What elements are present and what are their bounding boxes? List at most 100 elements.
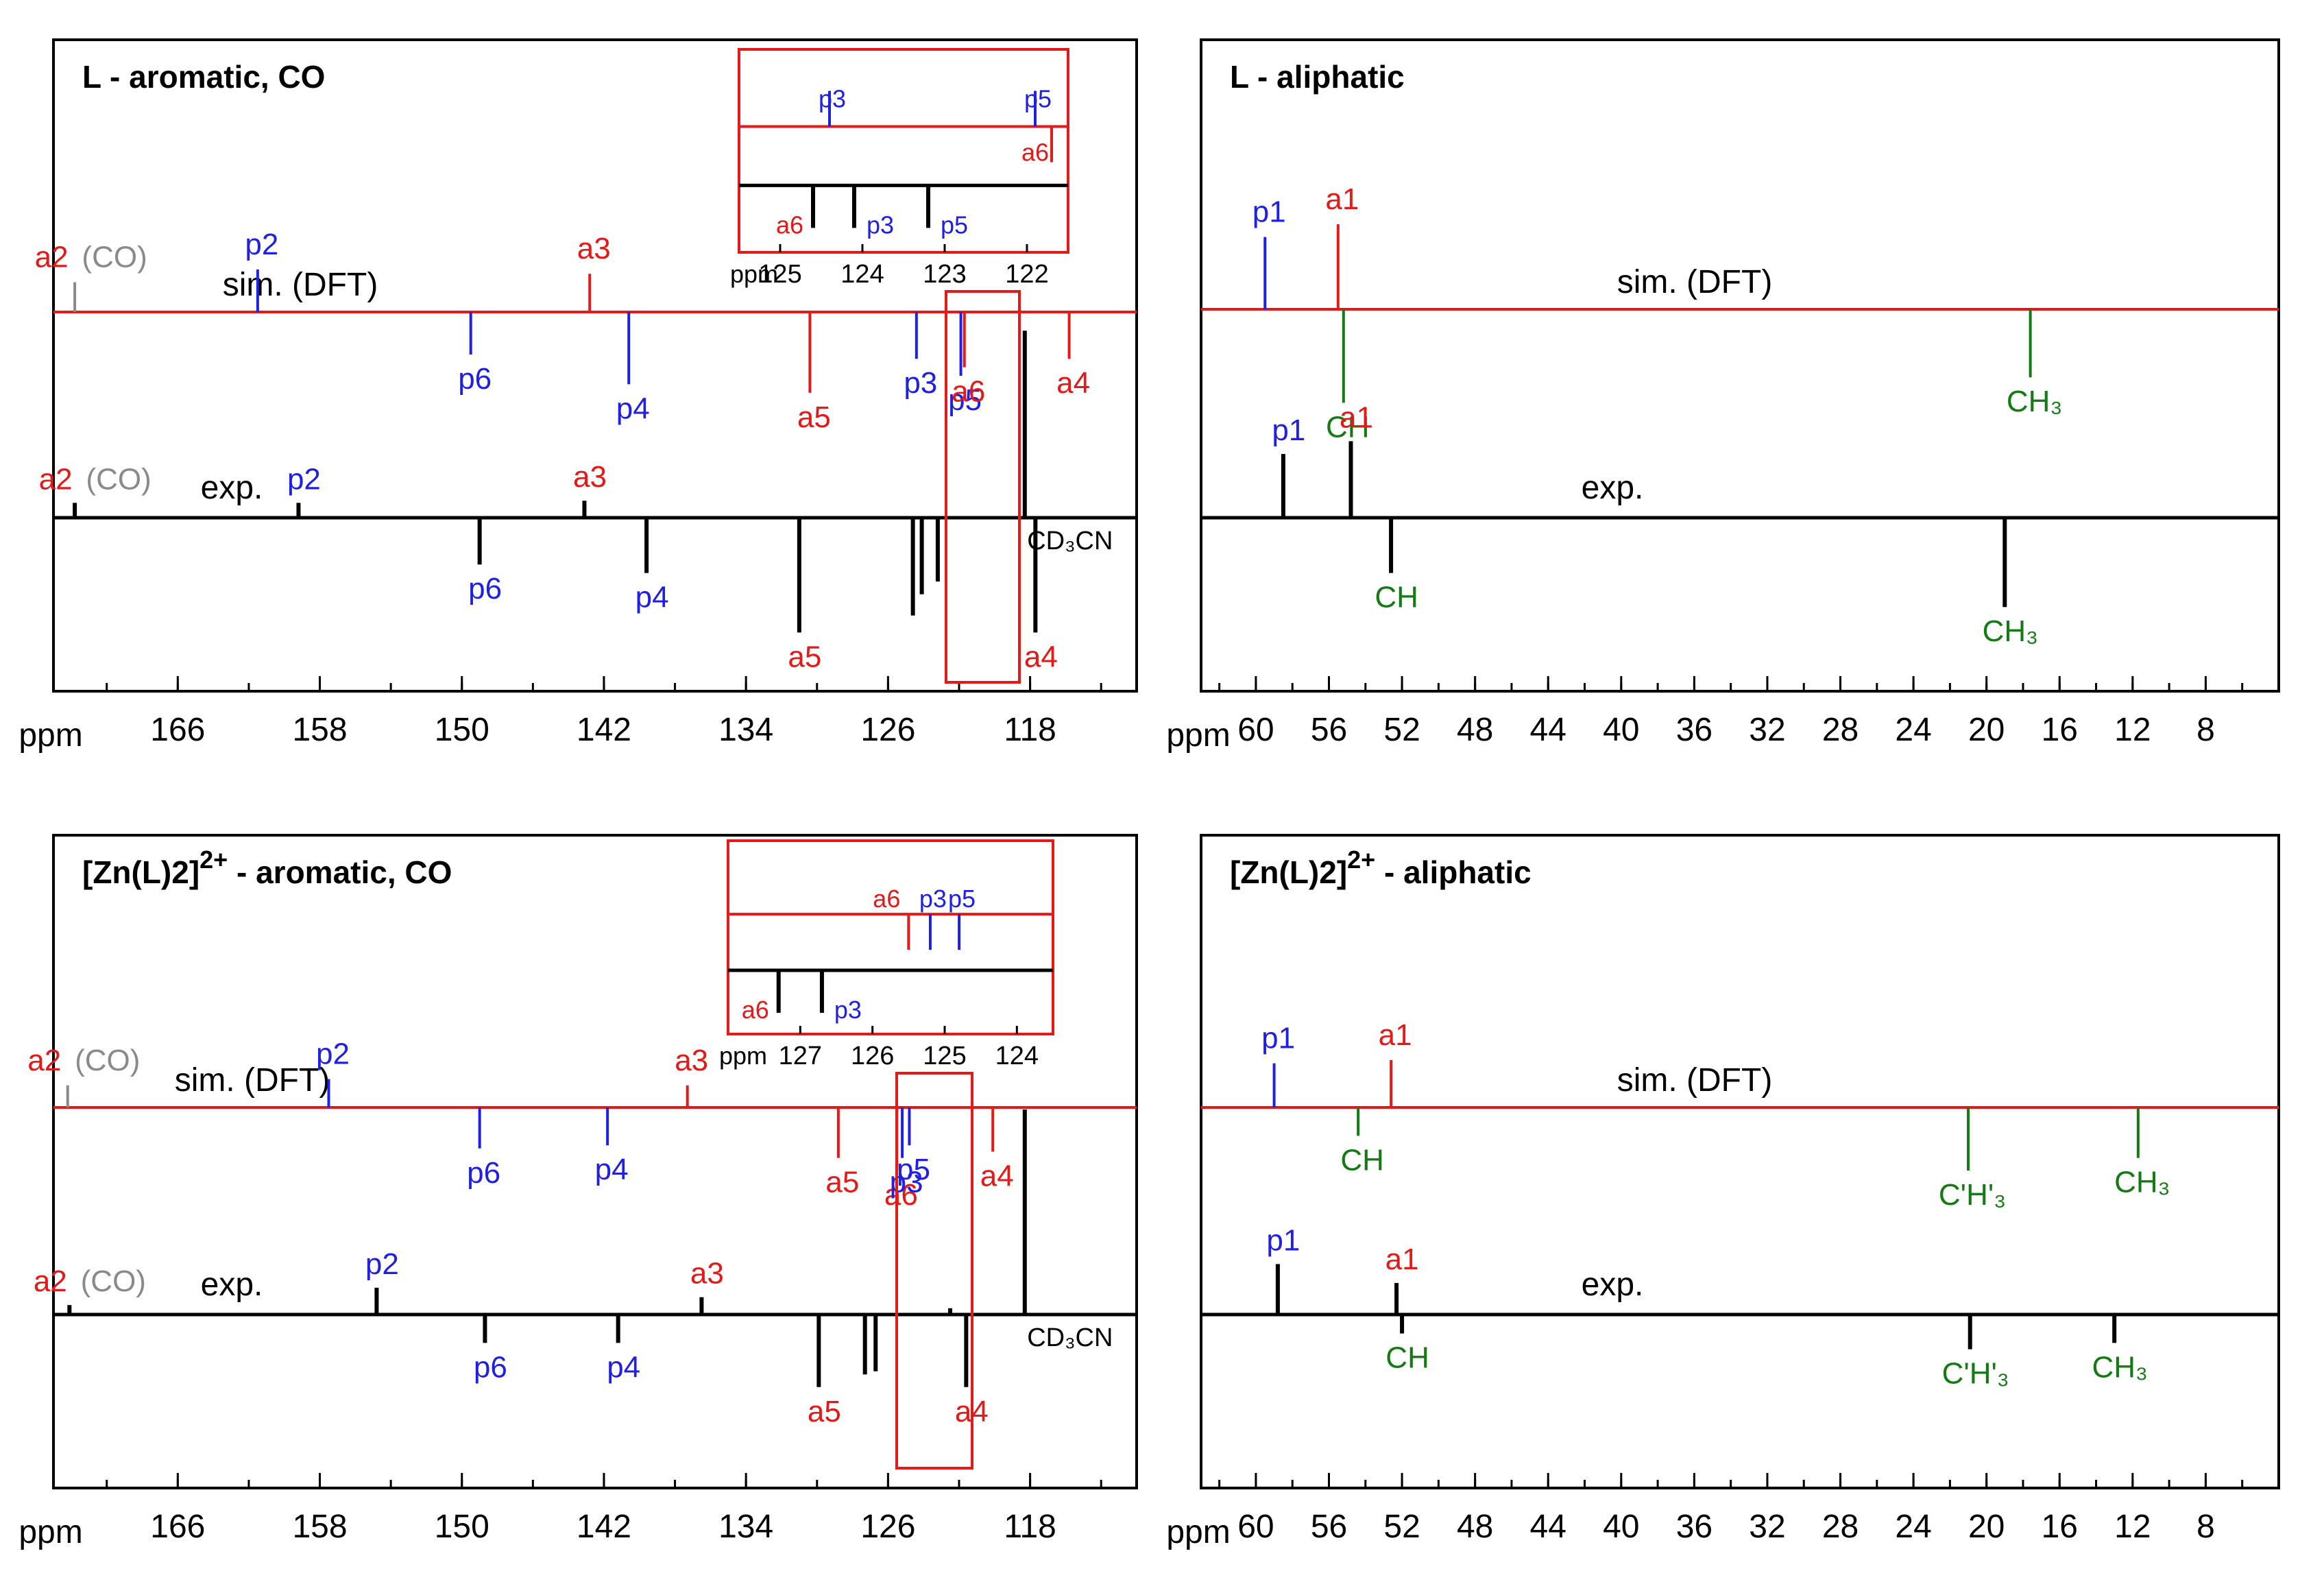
exp-peak-label: p4 — [636, 581, 669, 614]
sim-line-label: CH₃ — [2007, 385, 2062, 418]
sim-line-label: a6 — [952, 375, 985, 409]
exp-label: exp. — [1582, 470, 1644, 506]
title-superscript: 2+ — [199, 846, 228, 874]
sim-line-label: a1 — [1325, 182, 1359, 216]
tick-label: 36 — [1676, 1509, 1712, 1545]
sim-line-label: a6 — [884, 1178, 918, 1212]
tick-label: 52 — [1383, 712, 1420, 748]
inset-sim-label: p3 — [819, 84, 846, 112]
sim-line-label: p3 — [904, 366, 937, 400]
tick-label: 150 — [435, 712, 489, 748]
tick-label: 56 — [1311, 712, 1347, 748]
sim-line-label: p4 — [616, 392, 650, 425]
plot-frame — [52, 38, 1138, 693]
sim-line-label: C'H'₃ — [1939, 1178, 2006, 1212]
exp-peak-label: CH₃ — [2092, 1350, 2147, 1384]
inset-tick-label: 125 — [758, 260, 801, 289]
inset-sim-label: a6 — [1021, 138, 1049, 166]
tick-label: 60 — [1237, 1509, 1274, 1545]
panel-L-ali: L - aliphatic 60 56 52 48 44 40 36 32 28 24 20 16 12 8… — [1166, 38, 2280, 754]
tick-label: 52 — [1383, 1509, 1420, 1545]
exp-peak-label: p1 — [1272, 413, 1305, 447]
inset-exp-label: a6 — [776, 211, 803, 239]
sim-line-label: p5 — [897, 1153, 930, 1186]
tick-label: 150 — [435, 1509, 489, 1545]
exp-peak-suffix: (CO) — [86, 462, 151, 496]
sim-line-suffix: (CO) — [75, 1044, 140, 1077]
solvent-label: CD₃CN — [1027, 1323, 1113, 1352]
tick-label: 8 — [2196, 712, 2215, 748]
plot-frame — [1200, 834, 2280, 1489]
sim-line-label: p6 — [467, 1156, 500, 1190]
axis-label-ppm: ppm — [19, 717, 82, 754]
exp-peak-label: p4 — [607, 1350, 640, 1384]
sim-line-label: a3 — [675, 1044, 708, 1077]
sim-label: sim. (DFT) — [1617, 264, 1773, 300]
inset-tick-label: 126 — [851, 1042, 894, 1070]
tick-label: 126 — [860, 712, 915, 748]
tick-label: 20 — [1968, 1509, 2005, 1545]
tick-label: 60 — [1237, 712, 1274, 748]
tick-label: 24 — [1895, 712, 1931, 748]
tick-label: 40 — [1603, 1509, 1639, 1545]
title-superscript: 2+ — [1347, 846, 1375, 874]
plot-frame — [1200, 38, 2280, 693]
inset-sim-label: p5 — [948, 885, 976, 913]
tick-label: 126 — [860, 1509, 915, 1545]
axis-label-ppm: ppm — [1166, 1514, 1230, 1550]
inset-sim-label: a6 — [873, 885, 900, 913]
sim-line-label: p1 — [1261, 1022, 1295, 1055]
tick-label: 16 — [2042, 712, 2078, 748]
solvent-label: CD₃CN — [1027, 527, 1113, 555]
zoom-region-box — [945, 290, 1021, 684]
axis-label-ppm: ppm — [1166, 717, 1230, 754]
exp-label: exp. — [1582, 1267, 1644, 1303]
inset-exp-label: a6 — [742, 996, 769, 1024]
exp-peak-label: a4 — [1024, 640, 1058, 673]
panel-title: [Zn(L)2]2+ - aliphatic — [1230, 846, 1532, 890]
sim-line-label: p2 — [316, 1038, 350, 1071]
inset-tick-label: 122 — [1005, 260, 1048, 289]
tick-label: 44 — [1530, 1509, 1566, 1545]
exp-peak-label: CH₃ — [1983, 614, 2038, 648]
tick-label: 166 — [150, 712, 205, 748]
exp-peak-label: a3 — [573, 460, 607, 494]
tick-label: 134 — [718, 1509, 773, 1545]
exp-peak-label: p1 — [1266, 1223, 1300, 1257]
inset-tick-label: 125 — [923, 1042, 966, 1070]
sim-line-label: p5 — [948, 383, 982, 417]
tick-label: 56 — [1311, 1509, 1347, 1545]
tick-label: 8 — [2196, 1509, 2215, 1545]
tick-label: 28 — [1822, 712, 1859, 748]
sim-line-label: p2 — [245, 228, 278, 261]
tick-label: 158 — [292, 1509, 347, 1545]
exp-peak-label: p6 — [468, 572, 502, 605]
tick-label: 44 — [1530, 712, 1566, 748]
sim-line-label: a2 — [35, 241, 69, 274]
exp-peak-label: p6 — [474, 1350, 507, 1384]
axis-label-ppm: ppm — [19, 1514, 82, 1550]
inset-tick-label: 123 — [923, 260, 966, 289]
inset-frame — [727, 839, 1054, 1035]
title-rest: - aliphatic — [1375, 854, 1531, 890]
exp-peak-suffix: (CO) — [81, 1264, 146, 1298]
sim-line-label: a3 — [577, 232, 611, 265]
exp-peak-label: a3 — [690, 1257, 724, 1291]
inset-axis-label: ppm — [719, 1042, 767, 1070]
sim-line-label: a2 — [27, 1044, 61, 1077]
tick-label: 32 — [1749, 1509, 1785, 1545]
inset-exp-label: p3 — [867, 211, 894, 239]
panel-title: L - aromatic, CO — [82, 59, 325, 95]
exp-peak-label: p2 — [287, 462, 321, 496]
tick-label: 118 — [1004, 1509, 1056, 1545]
sim-label: sim. (DFT) — [175, 1062, 330, 1099]
sim-line-label: a4 — [1056, 366, 1090, 400]
sim-line-label: CH — [1326, 410, 1370, 444]
panel-L-aro: L - aromatic, CO 166 158 150 142 134 126 118 ppm… — [19, 38, 1138, 754]
tick-label: 48 — [1457, 712, 1493, 748]
plot-frame — [52, 834, 1138, 1489]
tick-label: 142 — [577, 1509, 631, 1545]
exp-peak-label: CH — [1375, 581, 1418, 614]
